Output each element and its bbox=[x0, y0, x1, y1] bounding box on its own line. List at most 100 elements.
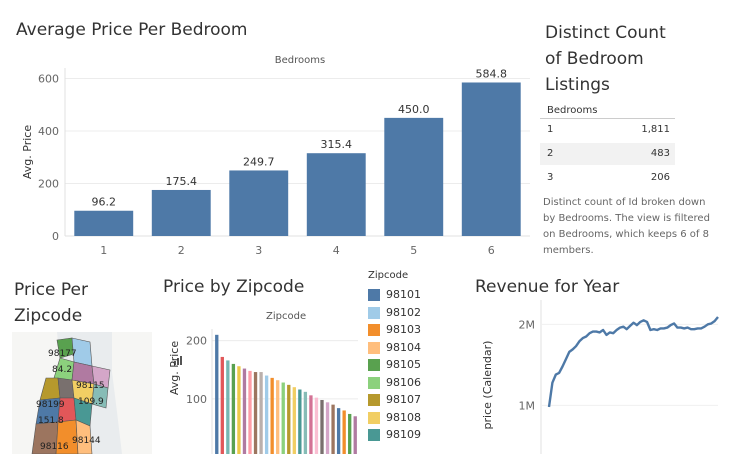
bar[interactable] bbox=[248, 370, 252, 454]
zip-region[interactable] bbox=[31, 421, 59, 454]
distinct-count-title: Distinct Count of Bedroom Listings bbox=[545, 23, 666, 95]
bar[interactable] bbox=[292, 387, 296, 454]
zip-chart-sort-icon[interactable] bbox=[174, 350, 182, 369]
legend-label: 98107 bbox=[386, 393, 421, 406]
y-tick-label: 200 bbox=[38, 178, 59, 191]
bar[interactable] bbox=[151, 189, 211, 236]
zipcode-map-title: Price Per Zipcode bbox=[14, 280, 88, 326]
bar[interactable] bbox=[253, 372, 258, 454]
map-label: 98144 bbox=[72, 436, 101, 446]
zip-region[interactable] bbox=[55, 419, 79, 454]
bar[interactable] bbox=[353, 416, 357, 454]
table-row[interactable]: 1 1,811 bbox=[547, 124, 670, 135]
zip-chart-header: Zipcode bbox=[266, 311, 307, 322]
bar[interactable] bbox=[231, 363, 236, 454]
revenue-line-chart[interactable]: 1M 2M price (Calendar) bbox=[478, 300, 728, 454]
map-label: 84.2 bbox=[52, 365, 72, 375]
bar[interactable] bbox=[270, 377, 274, 454]
legend-label: 98102 bbox=[386, 305, 421, 319]
legend-label: 98108 bbox=[386, 410, 421, 424]
bar[interactable] bbox=[320, 399, 324, 454]
y-axis-title: Avg. Price bbox=[21, 125, 34, 179]
bar[interactable] bbox=[259, 372, 263, 454]
zip-chart-title: Price by Zipcode bbox=[163, 277, 305, 297]
bar-value-label: 450.0 bbox=[398, 103, 430, 116]
bar[interactable] bbox=[348, 413, 352, 454]
avg-price-title: Average Price Per Bedroom bbox=[16, 20, 248, 40]
revenue-title: Revenue for Year bbox=[475, 277, 620, 297]
zip-region[interactable] bbox=[91, 383, 109, 409]
legend-swatch bbox=[368, 394, 380, 406]
bar[interactable] bbox=[342, 410, 346, 454]
bar[interactable] bbox=[276, 380, 280, 454]
zip-bar-chart[interactable]: 100 200 Avg. Price bbox=[160, 325, 360, 454]
bar[interactable] bbox=[215, 334, 219, 454]
legend-label: 98106 bbox=[386, 375, 421, 389]
legend-swatch bbox=[368, 429, 380, 441]
x-tick-label: 3 bbox=[255, 244, 262, 257]
bar[interactable] bbox=[384, 117, 444, 236]
legend-swatch bbox=[368, 359, 380, 371]
legend-swatch bbox=[368, 306, 380, 319]
table-row[interactable]: 3 206 bbox=[547, 172, 670, 183]
map-label: 98199 bbox=[36, 400, 65, 410]
zip-region[interactable] bbox=[75, 419, 93, 454]
bar[interactable] bbox=[314, 397, 319, 454]
legend-swatch bbox=[368, 341, 380, 354]
x-tick-label: 5 bbox=[410, 244, 417, 257]
map-label: 151.8 bbox=[38, 416, 64, 426]
bar[interactable] bbox=[336, 408, 341, 454]
y-tick-label: 1M bbox=[519, 399, 536, 412]
x-tick-label: 2 bbox=[178, 244, 185, 257]
map-land-east bbox=[112, 332, 152, 454]
distinct-count-caption: Distinct count of Id broken down by Bedr… bbox=[543, 197, 710, 256]
bar[interactable] bbox=[306, 153, 366, 236]
bar[interactable] bbox=[237, 366, 241, 454]
x-tick-label: 1 bbox=[100, 244, 107, 257]
bar[interactable] bbox=[229, 170, 289, 236]
bar[interactable] bbox=[325, 402, 330, 454]
bar[interactable] bbox=[226, 360, 230, 454]
bar[interactable] bbox=[281, 382, 285, 454]
bar-value-label: 315.4 bbox=[321, 138, 353, 151]
map-label: 98115 bbox=[76, 381, 105, 391]
bar[interactable] bbox=[264, 375, 269, 454]
zip-legend-title: Zipcode bbox=[368, 270, 409, 281]
legend-label: 98103 bbox=[386, 323, 421, 336]
table-divider bbox=[540, 118, 675, 119]
map-water bbox=[12, 332, 60, 454]
legend-swatch bbox=[368, 289, 380, 301]
bar-value-label: 584.8 bbox=[476, 67, 508, 80]
legend-swatch bbox=[368, 376, 380, 389]
map-label: 109.9 bbox=[78, 397, 104, 407]
y-axis-title: price (Calendar) bbox=[481, 341, 494, 430]
bar-value-label: 96.2 bbox=[92, 196, 117, 209]
bar[interactable] bbox=[220, 356, 224, 454]
bar[interactable] bbox=[309, 395, 313, 454]
bar[interactable] bbox=[74, 210, 134, 236]
zipcode-map[interactable]: 98177 84.2 98115 109.9 98199 151.8 98116… bbox=[12, 332, 152, 454]
bar[interactable] bbox=[303, 391, 308, 454]
bar-value-label: 249.7 bbox=[243, 155, 275, 168]
bar[interactable] bbox=[331, 404, 335, 454]
y-tick-label: 200 bbox=[186, 335, 207, 348]
y-tick-label: 100 bbox=[186, 393, 207, 406]
legend-label: 98101 bbox=[386, 288, 421, 301]
zip-region[interactable] bbox=[57, 377, 75, 399]
bar[interactable] bbox=[287, 384, 291, 454]
y-tick-label: 0 bbox=[52, 230, 59, 243]
bar[interactable] bbox=[461, 82, 521, 237]
legend-label: 98104 bbox=[386, 340, 421, 354]
bar[interactable] bbox=[242, 368, 247, 454]
map-label: 98116 bbox=[40, 442, 69, 452]
legend-label: 98105 bbox=[386, 358, 421, 371]
revenue-line[interactable] bbox=[547, 316, 719, 408]
table-row[interactable]: 2 483 bbox=[540, 143, 675, 165]
y-tick-label: 2M bbox=[519, 318, 536, 331]
avg-price-bar-chart[interactable]: 0 200 400 600 96.2 1 175.4 2 249.7 3 315.4 4 450.0 5 5… bbox=[0, 60, 535, 265]
bar[interactable] bbox=[298, 389, 302, 454]
bar-value-label: 175.4 bbox=[166, 175, 198, 188]
y-tick-label: 400 bbox=[38, 125, 59, 138]
x-tick-label: 4 bbox=[333, 244, 340, 257]
legend-swatch bbox=[368, 411, 380, 424]
